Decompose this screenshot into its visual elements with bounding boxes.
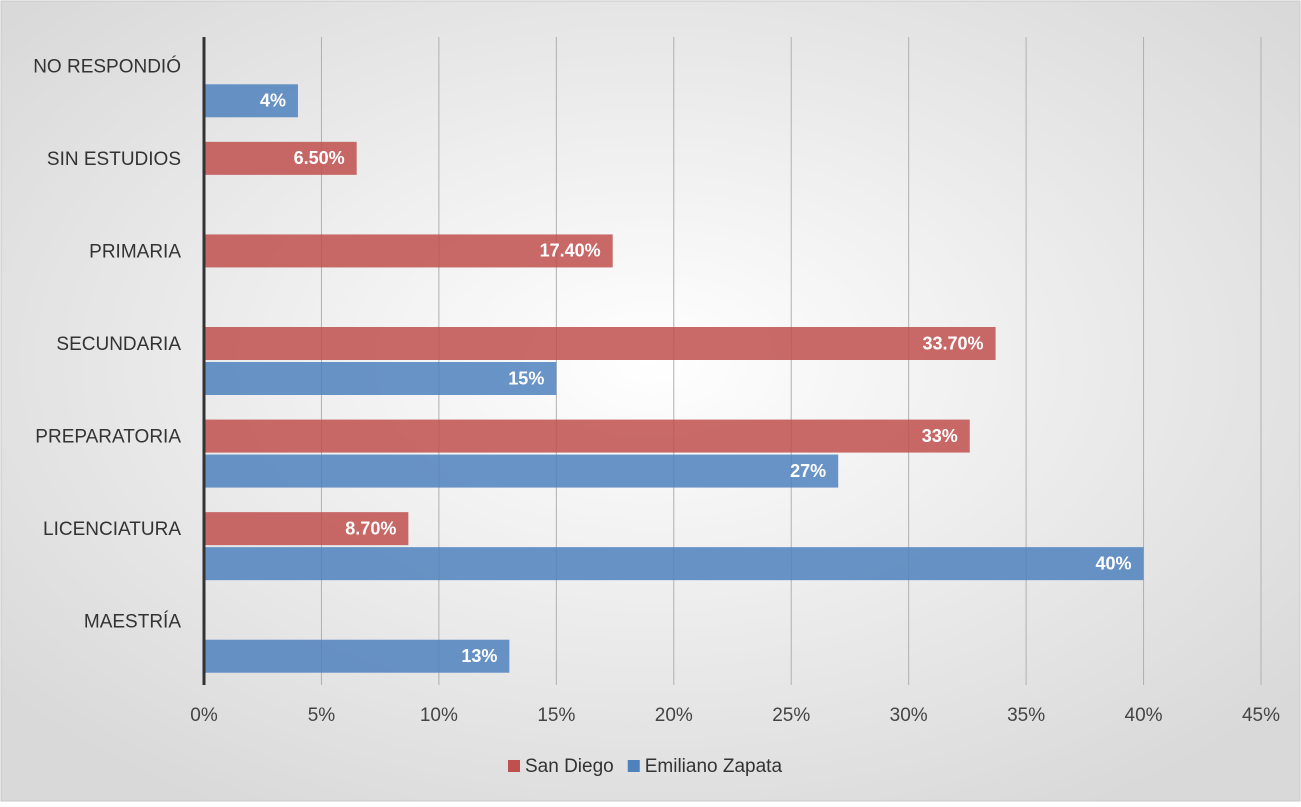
x-tick-label: 10% — [420, 705, 458, 726]
x-tick-label: 0% — [190, 705, 218, 726]
data-label: 40% — [1096, 553, 1132, 573]
data-label: 33% — [922, 426, 958, 446]
data-label: 33.70% — [923, 333, 984, 353]
data-label: 27% — [790, 461, 826, 481]
category-label: MAESTRÍA — [84, 612, 181, 633]
x-tick-label: 20% — [655, 705, 693, 726]
bar — [204, 362, 557, 395]
data-label: 4% — [260, 91, 286, 111]
x-tick-label: 5% — [308, 705, 336, 726]
bar — [204, 454, 839, 488]
data-label: 6.50% — [294, 148, 345, 168]
legend-swatch — [627, 760, 640, 772]
legend-label: San Diego — [525, 756, 614, 777]
x-tick-label: 25% — [772, 705, 810, 726]
data-label: 17.40% — [540, 241, 601, 261]
legend-label: Emiliano Zapata — [645, 756, 783, 777]
bar — [204, 141, 357, 175]
category-label: PRIMARIA — [89, 241, 181, 262]
data-label: 13% — [461, 646, 497, 666]
x-tick-label: 35% — [1007, 705, 1045, 726]
x-tick-label: 15% — [537, 705, 575, 726]
bar — [204, 327, 996, 360]
data-label: 8.70% — [345, 518, 396, 538]
data-label: 15% — [508, 368, 544, 388]
category-label: SECUNDARIA — [56, 334, 181, 355]
category-label: PREPARATORIA — [35, 427, 181, 448]
category-label: LICENCIATURA — [43, 519, 181, 540]
bar — [204, 419, 970, 453]
x-tick-label: 40% — [1125, 705, 1163, 726]
category-label: SIN ESTUDIOS — [47, 149, 181, 170]
bar — [204, 234, 613, 268]
bar — [204, 639, 510, 673]
bar — [204, 512, 409, 546]
x-tick-label: 45% — [1242, 705, 1280, 726]
category-label: NO RESPONDIÓ — [33, 55, 181, 77]
x-tick-label: 30% — [890, 705, 928, 726]
bar — [204, 547, 1144, 581]
legend-swatch — [508, 760, 520, 772]
bar — [204, 84, 298, 118]
